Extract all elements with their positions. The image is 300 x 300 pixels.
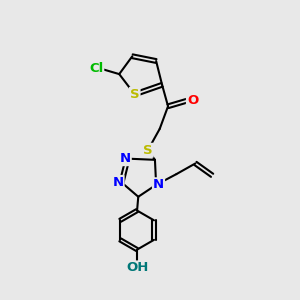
Text: OH: OH [126,262,148,275]
Text: N: N [112,176,124,189]
Text: S: S [130,88,140,101]
Text: N: N [153,178,164,191]
Text: N: N [120,152,131,165]
Text: Cl: Cl [89,61,103,75]
Text: O: O [187,94,198,107]
Text: S: S [143,144,153,157]
